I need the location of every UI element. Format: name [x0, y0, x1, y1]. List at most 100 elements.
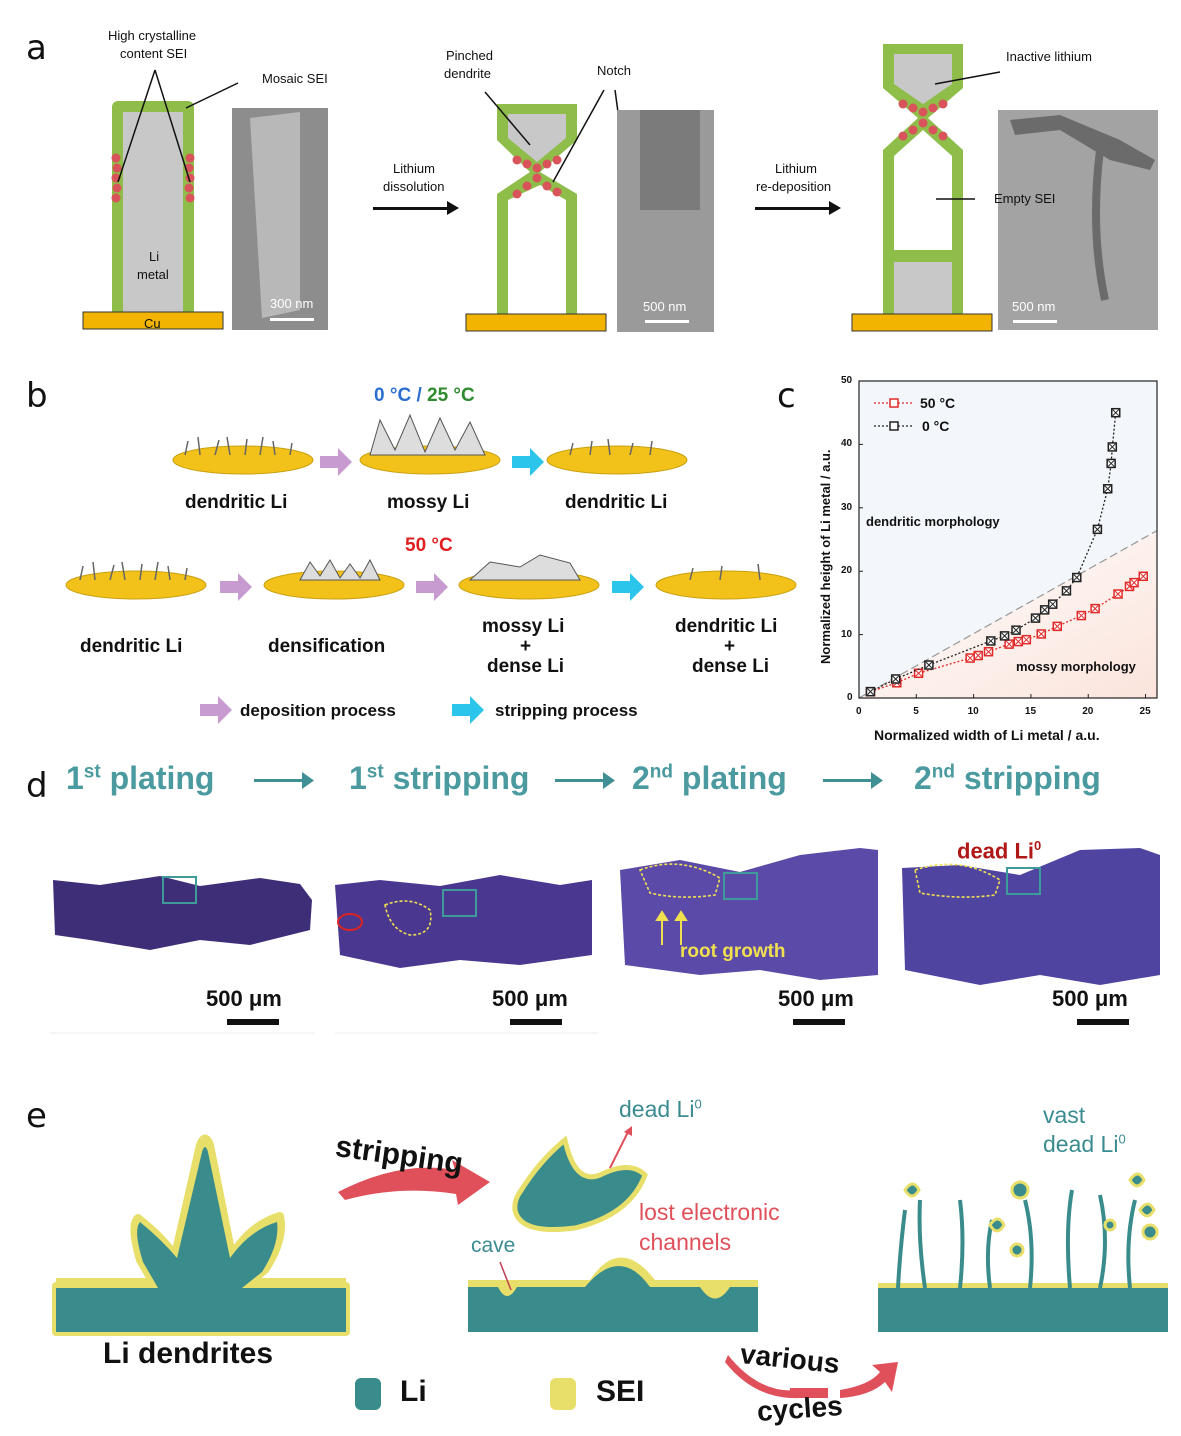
chart-c: [858, 380, 1158, 699]
data-point-cross: [1094, 526, 1101, 533]
label-dendritic-li: dendritic Li: [565, 492, 668, 513]
step-2nd-stripping: 2nd stripping: [914, 760, 1101, 797]
sei-particles: [111, 153, 195, 203]
li-dendrite-shape: [56, 1147, 346, 1332]
step-1st-plating: 1st plating: [66, 760, 214, 797]
li-base-with-cave: [468, 1266, 758, 1332]
panel-label-b: b: [26, 376, 48, 416]
label-content-sei: content SEI: [120, 46, 188, 61]
label-lithium: Lithium: [393, 161, 435, 176]
label-inactive-lithium: Inactive lithium: [1006, 49, 1092, 64]
data-point-cross: [1107, 460, 1115, 467]
various-cycles-arrow: [840, 1362, 898, 1398]
arrow-right-2: [755, 201, 841, 215]
deposition-arrows: [200, 448, 448, 724]
legend-deposition: deposition process: [240, 701, 396, 720]
label-lost-electronic: lost electronic: [639, 1199, 780, 1225]
dead-li-text: dead Li: [619, 1096, 695, 1122]
data-point-cross: [1063, 587, 1070, 595]
stripping-arrow: [338, 1160, 490, 1205]
legend-sei-label: SEI: [596, 1375, 645, 1408]
plus: +: [520, 636, 532, 657]
annotation-dendritic: dendritic morphology: [866, 514, 1000, 529]
data-point-cross: [1005, 640, 1013, 648]
label-dissolution: dissolution: [383, 179, 445, 194]
pinched-li: [508, 114, 566, 162]
step-sup: nd: [649, 761, 674, 783]
label-empty-sei: Empty SEI: [994, 191, 1056, 206]
plus: +: [724, 636, 736, 657]
step-sup: st: [366, 761, 384, 783]
scale-label: 500 μm: [1052, 986, 1128, 1011]
scale-label: 500 μm: [206, 986, 282, 1011]
dead-li-sup: 0: [694, 1096, 702, 1112]
step-word: plating: [681, 760, 787, 796]
step-word: stripping: [963, 760, 1101, 796]
legend-stripping: stripping process: [495, 701, 638, 720]
label-dead-li-e: dead Li0: [619, 1096, 702, 1123]
panel-label-c: c: [777, 376, 796, 416]
series-line-1: [870, 412, 1117, 693]
label-metal: metal: [137, 267, 169, 282]
panel-d-drawing: [50, 772, 1160, 1034]
dead-li-sup: 0: [1118, 1131, 1126, 1147]
temp-50: 50 °C: [405, 535, 453, 556]
y-tick-label: 0: [847, 692, 853, 703]
label-cu: Cu: [144, 316, 161, 331]
micrograph-3: [620, 848, 878, 980]
stripping-arrows: [452, 448, 644, 724]
data-point-cross: [987, 637, 995, 645]
legend-li-swatch: [355, 1378, 381, 1410]
reference-line: [858, 530, 1158, 699]
cu-substrate: [82, 311, 224, 330]
label-cycles: cycles: [756, 1390, 844, 1427]
panel-label-d: d: [26, 766, 48, 806]
micrograph-4: [902, 848, 1160, 985]
slash: /: [411, 385, 428, 406]
step-num: 1: [349, 760, 367, 796]
data-point-cross: [1012, 626, 1020, 634]
legend-marker: [889, 398, 899, 408]
legend-50c: 50 °C: [920, 395, 956, 411]
data-point-cross: [892, 675, 900, 683]
dead-li-text: dead Li: [1043, 1131, 1119, 1157]
legend-marker: [889, 421, 899, 431]
x-tick-label: 25: [1139, 706, 1151, 717]
step-2nd-plating: 2nd plating: [632, 760, 787, 797]
plot-frame: [858, 380, 1158, 699]
label-channels: channels: [639, 1229, 732, 1255]
dead-li-fragment: [512, 1135, 648, 1233]
temp-0: 0 °C: [374, 385, 412, 406]
label-pinched: Pinched: [446, 48, 493, 63]
x-tick-label: 10: [967, 706, 979, 717]
label-high-crystalline: High crystalline: [108, 28, 197, 43]
dead-li-stalks: [896, 1189, 1137, 1289]
data-point-cross: [1112, 409, 1120, 417]
data-point-cross: [985, 648, 992, 656]
label-dead-li-d: dead Li0: [957, 838, 1041, 864]
data-point-cross: [1130, 579, 1138, 586]
highlight-boxes: [162, 867, 1041, 917]
y-tick-label: 50: [841, 375, 853, 386]
label-lithium-2: Lithium: [775, 161, 817, 176]
label-notch: Notch: [597, 63, 631, 78]
data-point-cross: [1049, 600, 1057, 608]
x-axis-label: Normalized width of Li metal / a.u.: [874, 727, 1100, 743]
legend-0c: 0 °C: [922, 418, 950, 434]
data-point-cross: [1001, 632, 1008, 640]
step-num: 2: [914, 760, 932, 796]
temperature-label-0-25: 0 °C / 25 °C: [374, 385, 475, 407]
data-point-cross: [974, 652, 982, 659]
li-disc: [172, 445, 314, 475]
li-base-right: [878, 1288, 1168, 1332]
label-li: Li: [149, 249, 160, 264]
data-point-cross: [1022, 636, 1030, 644]
scale-bar: [270, 318, 314, 321]
data-point-cross: [1114, 590, 1122, 598]
scale-label-500nm: 500 nm: [643, 299, 687, 314]
legend-sei-swatch: [550, 1378, 576, 1410]
label-redeposition: re-deposition: [756, 179, 832, 194]
micrograph-1: [53, 876, 312, 950]
x-tick-label: 15: [1024, 706, 1037, 717]
